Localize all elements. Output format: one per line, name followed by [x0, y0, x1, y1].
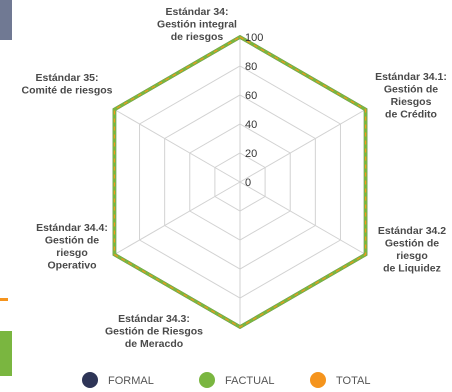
axis-label-2-line-1: Gestión de	[385, 238, 439, 250]
tick-label-100: 100	[245, 32, 263, 44]
legend-label-total: TOTAL	[336, 375, 370, 387]
axis-label-5: Estándar 35: Comité de riesgos	[21, 72, 112, 97]
axis-label-4-line-2: riesgo	[56, 247, 88, 259]
tick-label-20: 20	[245, 148, 257, 160]
axis-label-4: Estándar 34.4: Gestión de riesgo Operativo	[36, 222, 108, 272]
axis-label-4-line-3: Operativo	[47, 260, 96, 272]
axis-label-0: Estándar 34: Gestión integral de riesgos	[157, 6, 237, 43]
axis-label-2: Estándar 34.2 Gestión de riesgo de Liquidez	[378, 225, 446, 275]
axis-label-4-line-0: Estándar 34.4:	[36, 222, 108, 234]
axis-label-1-line-3: de Crédito	[385, 109, 437, 121]
left-edge-bar-middle	[0, 298, 8, 301]
axis-label-3-line-1: Gestión de Riesgos	[105, 326, 203, 338]
radar-spoke-1	[239, 109, 366, 183]
radar-spoke-4	[114, 181, 241, 255]
legend-swatch-formal	[82, 372, 98, 388]
radar-series	[112, 34, 368, 330]
tick-label-60: 60	[245, 90, 257, 102]
axis-label-3-line-0: Estándar 34.3:	[118, 313, 190, 325]
radar-spoke-2	[239, 181, 366, 255]
legend-label-formal: FORMAL	[108, 375, 154, 387]
radar-spokes	[114, 37, 366, 327]
axis-label-3-line-2: de Meracdo	[125, 338, 183, 350]
radar-tick-labels: 0 20 40 60 80 100	[245, 32, 263, 189]
axis-label-3: Estándar 34.3: Gestión de Riesgos de Merac…	[105, 313, 203, 350]
axis-label-2-line-3: de Liquidez	[383, 263, 441, 275]
axis-label-2-line-2: riesgo	[396, 250, 428, 262]
legend-swatch-total	[310, 372, 326, 388]
tick-label-40: 40	[245, 119, 257, 131]
radar-axis-labels: Estándar 34: Gestión integral de riesgosEs…	[21, 6, 446, 350]
axis-label-1-line-1: Gestión de	[384, 84, 438, 96]
axis-label-5-line-1: Comité de riesgos	[21, 85, 112, 97]
axis-label-5-line-0: Estándar 35:	[35, 72, 98, 84]
axis-label-0-line-0: Estándar 34:	[165, 6, 228, 18]
legend-swatch-factual	[199, 372, 215, 388]
chart-legend: FORMAL FACTUAL TOTAL	[82, 372, 370, 388]
axis-label-0-line-2: de riesgos	[171, 31, 224, 43]
axis-label-1-line-0: Estándar 34.1:	[375, 71, 447, 83]
axis-label-1-line-2: Riesgos	[391, 96, 432, 108]
legend-label-factual: FACTUAL	[225, 375, 275, 387]
tick-label-80: 80	[245, 61, 257, 73]
radar-spoke-5	[114, 109, 241, 183]
axis-label-2-line-0: Estándar 34.2	[378, 225, 446, 237]
axis-label-1: Estándar 34.1: Gestión de Riesgos de Crédit…	[375, 71, 447, 121]
axis-label-4-line-1: Gestión de	[45, 235, 99, 247]
tick-label-0: 0	[245, 177, 251, 189]
left-edge-bar-top	[0, 0, 12, 40]
left-edge-bar-bottom	[0, 331, 12, 376]
axis-label-0-line-1: Gestión integral	[157, 19, 237, 31]
